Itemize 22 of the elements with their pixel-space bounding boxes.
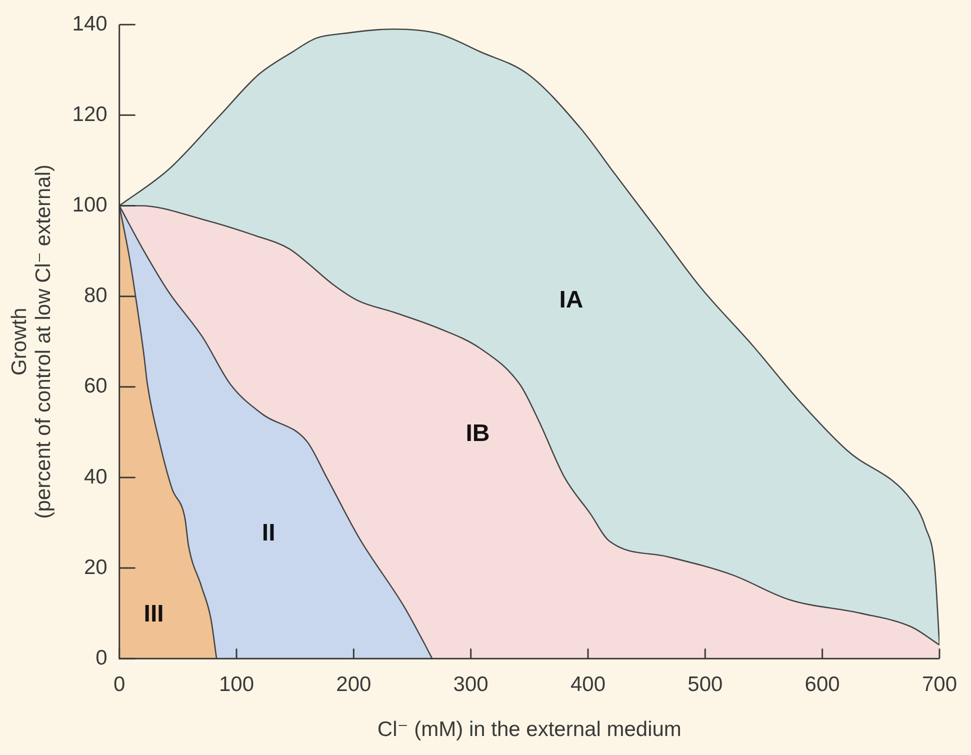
x-tick-label: 100 xyxy=(218,672,254,696)
x-tick-label: 700 xyxy=(922,672,958,696)
y-tick-label: 0 xyxy=(96,646,108,670)
y-tick-label: 80 xyxy=(84,284,108,308)
y-tick-label: 60 xyxy=(84,374,108,398)
x-axis-title: Cl⁻ (mM) in the external medium xyxy=(377,718,682,742)
y-axis-title: Growth (percent of control at low Cl⁻ external) xyxy=(8,164,56,519)
series-label: IA xyxy=(559,286,584,314)
series-label: III xyxy=(144,600,164,628)
x-tick-label: 300 xyxy=(453,672,488,696)
y-tick-label: 100 xyxy=(72,194,108,217)
x-tick-label: 0 xyxy=(113,672,126,696)
x-tick-label: 400 xyxy=(570,672,606,696)
y-tick-label: 20 xyxy=(84,556,108,579)
series-label: IB xyxy=(466,420,490,447)
y-tick-label: 140 xyxy=(72,12,108,36)
x-tick-label: 200 xyxy=(336,672,372,696)
y-tick-label: 120 xyxy=(72,102,108,126)
x-tick-label: 600 xyxy=(804,672,840,696)
x-tick-label: 500 xyxy=(688,672,723,696)
y-tick-label: 40 xyxy=(84,465,108,488)
series-label: II xyxy=(262,519,276,546)
